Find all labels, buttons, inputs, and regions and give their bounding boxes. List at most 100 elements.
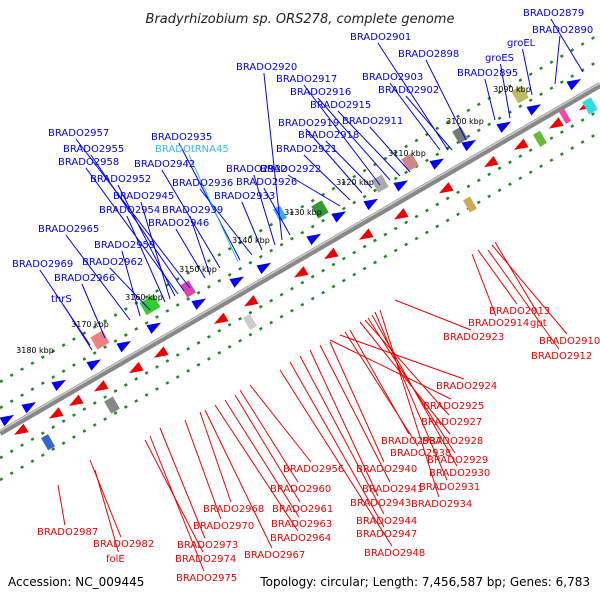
- upper-gene-label: BRADO2922: [260, 164, 321, 175]
- label-leader-lines: [39, 18, 584, 572]
- upper-gene-label: BRADO2895: [457, 68, 518, 79]
- upper-leader-line: [189, 215, 211, 276]
- lower-gene-label: BRADO2924: [436, 381, 497, 392]
- gene-feature-box: [139, 294, 161, 316]
- forward-gene-arrow: [51, 379, 67, 392]
- upper-gene-label: BRADO2959: [94, 240, 155, 251]
- upper-leader-line: [81, 283, 106, 339]
- chromosome-backbone-highlight: [0, 82, 600, 432]
- lower-leader-line: [371, 314, 458, 467]
- upper-leader-line: [522, 48, 533, 96]
- chromosome-backbone: [0, 82, 600, 436]
- lower-gene-label: BRADO2912: [531, 351, 592, 362]
- upper-leader-line: [484, 78, 496, 121]
- upper-gene-label: BRADO2957: [48, 128, 109, 139]
- forward-gene-arrow: [461, 139, 477, 152]
- lower-gene-label: BRADO2927: [421, 417, 482, 428]
- gene-feature-box: [452, 126, 468, 144]
- upper-gene-label: BRADO2939: [162, 205, 223, 216]
- kbp-tick-label: 3160 kbp: [125, 293, 163, 302]
- lower-leader-line: [214, 404, 299, 532]
- reverse-gene-arrow: [358, 228, 374, 240]
- forward-gene-arrow: [191, 298, 207, 310]
- reverse-gene-arrow: [548, 117, 564, 129]
- lower-leader-line: [234, 394, 301, 503]
- gene-feature-box: [511, 85, 529, 104]
- lower-leader-line: [89, 459, 122, 538]
- lower-gene-label: BRADO2970: [193, 521, 254, 532]
- reverse-gene-arrow: [438, 182, 454, 194]
- lower-gene-label: BRADO2974: [175, 554, 236, 565]
- lower-leader-line: [379, 309, 440, 498]
- lower-leader-line: [374, 311, 448, 481]
- reverse-gene-arrow: [393, 208, 409, 220]
- lower-gene-label: BRADO2914: [468, 318, 529, 329]
- lower-leader-line: [471, 253, 497, 317]
- lower-gene-label: BRADO2913: [489, 306, 550, 317]
- upper-gene-label: BRADO2954: [99, 205, 160, 216]
- tick-track-inner-upper: [0, 58, 600, 410]
- gene-labels: BRADO2879 BRADO2890 groEL groES BRADO2895 BRA…: [12, 8, 600, 584]
- lower-gene-label: BRADO2961: [272, 504, 333, 515]
- reverse-gene-arrow: [323, 247, 339, 260]
- forward-gene-arrow: [116, 340, 132, 353]
- upper-gene-label: BRADO2969: [12, 259, 73, 270]
- lower-leader-line: [204, 409, 273, 549]
- lower-gene-label: BRADO2910: [539, 336, 600, 347]
- upper-leader-line: [303, 84, 381, 186]
- forward-gene-arrow: [393, 180, 409, 192]
- upper-leader-line: [126, 215, 166, 303]
- gene-feature-box: [401, 153, 419, 172]
- lower-leader-line: [94, 469, 119, 553]
- tick-track-inner-lower: [0, 108, 600, 460]
- tick-track-outer-upper: [0, 32, 600, 384]
- lower-gene-label: BRADO2964: [270, 533, 331, 544]
- lower-leader-line: [149, 435, 205, 572]
- upper-leader-line: [263, 187, 291, 236]
- kbp-tick-label: 3140 kbp: [232, 236, 270, 245]
- upper-gene-label: BRADO2952: [90, 174, 151, 185]
- forward-gene-arrow: [496, 121, 512, 133]
- upper-gene-label: BRADO2926: [236, 177, 297, 188]
- lower-leader-line: [491, 244, 568, 335]
- gene-feature-box: [582, 97, 598, 115]
- upper-gene-label: BRADO2936: [172, 178, 233, 189]
- lower-leader-line: [394, 299, 472, 331]
- lower-leader-line: [344, 331, 419, 447]
- lower-gene-label: BRADO2929: [427, 455, 488, 466]
- tick-track-outer-lower: [0, 130, 600, 482]
- upper-leader-line: [389, 82, 441, 151]
- lower-leader-line: [487, 249, 560, 350]
- upper-gene-label: BRADO2911: [342, 116, 403, 127]
- upper-leader-line: [554, 35, 561, 85]
- forward-gene-arrow: [21, 402, 37, 414]
- lower-gene-label: gpt: [530, 318, 547, 329]
- upper-leader-line: [369, 126, 411, 173]
- upper-leader-line: [325, 140, 373, 189]
- upper-gene-label: BRADO2901: [350, 32, 411, 43]
- lower-gene-label: BRADO2937: [381, 436, 442, 447]
- upper-leader-line: [178, 142, 241, 261]
- upper-leader-line: [62, 304, 93, 351]
- gene-feature-box: [311, 200, 329, 219]
- lower-gene-label: BRADO2923: [443, 332, 504, 343]
- lower-leader-line: [329, 341, 385, 463]
- upper-gene-label: BRADO2933: [214, 191, 275, 202]
- upper-gene-label: BRADO2921: [276, 144, 337, 155]
- lower-gene-label: BRADO2925: [423, 401, 484, 412]
- kbp-tick-label: 3090 kbp: [493, 85, 531, 94]
- lower-gene-label: BRADO2967: [244, 550, 305, 561]
- lower-gene-label: BRADO2940: [356, 464, 417, 475]
- lower-gene-label: BRADO2968: [203, 504, 264, 515]
- upper-leader-line: [117, 184, 176, 297]
- upper-gene-label: groES: [485, 53, 514, 64]
- reverse-gene-arrow: [93, 380, 109, 392]
- upper-gene-label: BRADO2962: [82, 257, 143, 268]
- lower-leader-line: [289, 361, 385, 528]
- forward-gene-arrow: [256, 262, 272, 275]
- gene-features: [0, 78, 598, 451]
- forward-gene-arrow: [363, 198, 379, 211]
- upper-gene-label: BRADO2965: [38, 224, 99, 235]
- gene-feature-box: [273, 205, 287, 222]
- upper-leader-line: [305, 128, 363, 194]
